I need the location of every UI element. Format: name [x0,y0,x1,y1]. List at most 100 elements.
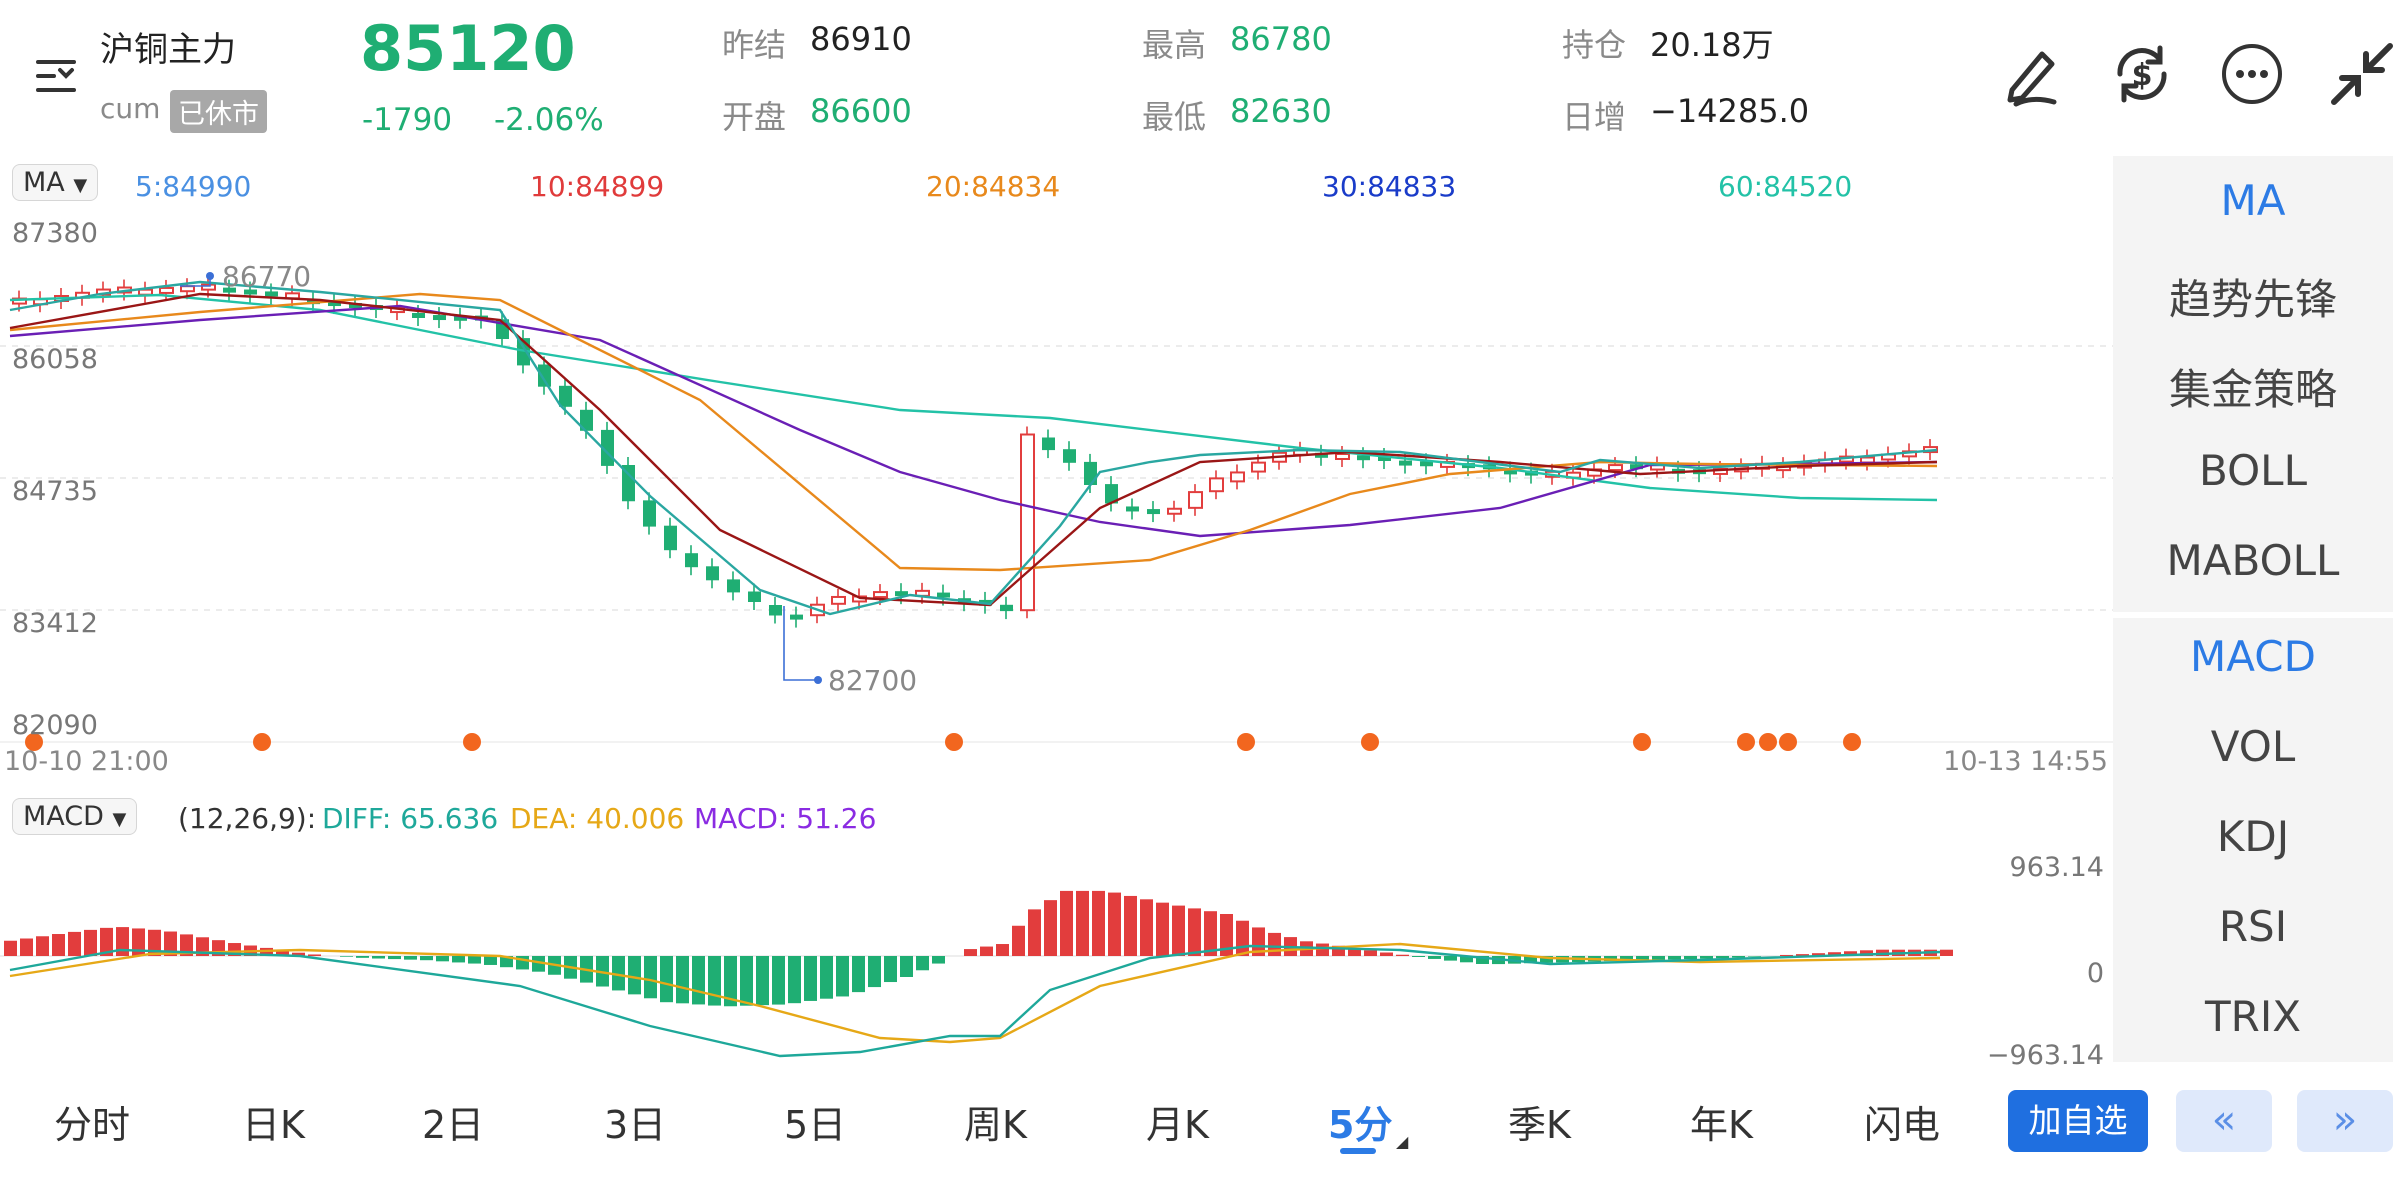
macd-bar [180,934,193,956]
tab-flash[interactable]: 闪电 [1864,1103,1941,1147]
macd-bar [1380,952,1393,956]
event-marker[interactable] [1633,733,1651,751]
macd-bar [884,956,897,983]
last-price: 85120 [360,12,576,85]
macd-chart[interactable]: 963.14 0 −963.14 [0,846,2113,1074]
macd-params: (12,26,9): [178,802,317,835]
macd-bar [1396,954,1409,956]
macd-bar [1940,949,1953,956]
macd-bar [916,956,929,971]
event-marker[interactable] [463,733,481,751]
indicator-maboll[interactable]: MABOLL [2166,536,2340,585]
macd-bar [612,956,625,991]
macd-bar [1684,956,1697,960]
tab-yearly[interactable]: 年K [1690,1103,1753,1147]
macd-selector[interactable]: MACD ▼ [12,798,138,835]
double-chevron-right-icon[interactable]: » [2297,1090,2393,1152]
candle [349,302,362,308]
tab-dropdown-icon[interactable]: ◢ [1396,1132,1409,1151]
indicator-vol[interactable]: VOL [2210,722,2296,771]
macd-bar [980,946,993,956]
macd-bar [1748,956,1761,957]
tab-intraday[interactable]: 分时 [54,1103,131,1147]
macd-bar [1444,956,1457,961]
event-marker[interactable] [1843,733,1861,751]
event-marker[interactable] [945,733,963,751]
macd-bar [740,956,753,1006]
draw-icon[interactable] [1998,40,2066,108]
candle [1209,477,1224,493]
currency-refresh-icon[interactable]: $ [2108,40,2176,108]
status-badge: 已休市 [170,90,267,133]
candle [873,591,888,599]
collapse-icon[interactable] [2328,40,2393,108]
indicator-strategy[interactable]: 集金策略 [2168,365,2337,414]
menu-icon[interactable] [34,56,82,96]
macd-bar [788,956,801,1004]
tab-daily[interactable]: 日K [242,1103,305,1147]
tab-5day[interactable]: 5日 [784,1103,847,1147]
ma60-label: 60:84520 [1718,170,1853,203]
macd-bar [500,956,513,968]
add-watchlist-button[interactable]: 加自选 [2008,1090,2148,1152]
contract-code: cum [100,92,161,125]
macd-bar [436,956,449,962]
macd-bar [1044,900,1057,956]
candle [223,287,236,293]
macd-bar [1172,905,1185,956]
candle [1020,433,1035,612]
indicator-ma[interactable]: MA [2220,176,2286,225]
kline-chart[interactable]: 87380 86058 84735 83412 82090 10-10 21:0… [0,200,2113,780]
event-marker[interactable] [1759,733,1777,751]
event-marker[interactable] [1779,733,1797,751]
event-marker[interactable] [25,733,43,751]
indicator-rsi[interactable]: RSI [2218,902,2288,951]
macd-bar [148,929,161,956]
price-change-pct: -2.06% [494,102,604,138]
candle [580,409,593,431]
macd-bar [1156,902,1169,956]
candle [1378,456,1391,461]
indicator-trix[interactable]: TRIX [2205,992,2301,1041]
ma10-label: 10:84899 [530,170,665,203]
macd-bar [772,956,785,1005]
macd-bar [996,944,1009,956]
macd-bar [132,928,145,956]
candle [201,283,216,291]
macd-bar [868,956,881,988]
event-marker[interactable] [1237,733,1255,751]
macd-y-mid: 0 [2087,958,2104,989]
candle [1399,460,1412,466]
tab-monthly[interactable]: 月K [1146,1103,1209,1147]
tab-5min[interactable]: 5分 [1328,1103,1393,1147]
candle [138,288,153,296]
indicator-trend[interactable]: 趋势先锋 [2168,275,2337,324]
indicator-macd[interactable]: MACD [2190,632,2316,681]
event-marker[interactable] [253,733,271,751]
prev-settle-label: 昨结 [722,26,787,64]
y-label-4: 83412 [12,608,98,639]
macd-bar [820,956,833,999]
macd-bar [52,934,65,956]
macd-bar [1860,950,1873,956]
tab-quarterly[interactable]: 季K [1508,1103,1571,1147]
double-chevron-left-icon[interactable]: « [2176,1090,2272,1152]
low-value: 82630 [1230,92,1332,130]
tab-3day[interactable]: 3日 [604,1103,667,1147]
time-end-label: 10-13 14:55 [1943,746,2108,777]
event-marker[interactable] [1361,733,1379,751]
ma-selector[interactable]: MA ▼ [12,164,99,201]
svg-text:$: $ [2132,58,2153,93]
candle [1147,509,1160,515]
macd-bar [1540,956,1553,963]
indicator-kdj[interactable]: KDJ [2216,812,2290,861]
candle [454,315,467,321]
event-marker[interactable] [1737,733,1755,751]
tab-2day[interactable]: 2日 [422,1103,485,1147]
candle [685,553,698,568]
macd-bar [1364,950,1377,956]
candle [1251,461,1266,473]
tab-weekly[interactable]: 周K [964,1103,1027,1147]
indicator-boll[interactable]: BOLL [2199,446,2307,495]
more-icon[interactable] [2218,40,2286,108]
